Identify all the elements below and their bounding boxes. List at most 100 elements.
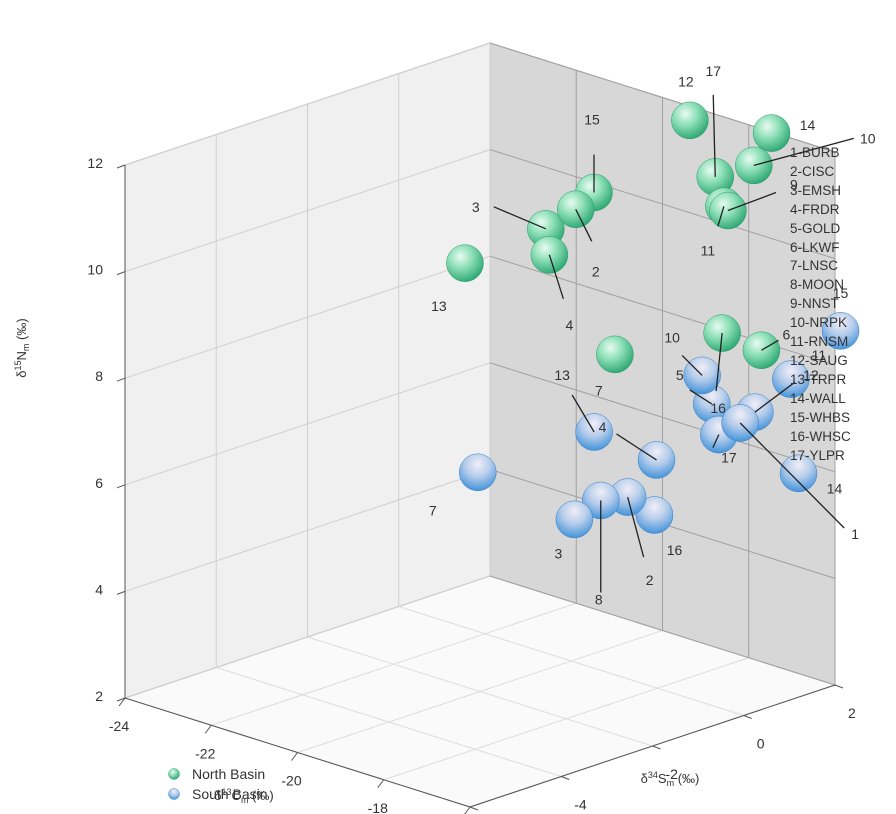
y-axis-title: δ34Sm (‰) xyxy=(641,770,700,788)
floor-gridline-y xyxy=(398,606,744,716)
y-tick-label: -4 xyxy=(574,797,587,813)
z-tick xyxy=(116,697,126,702)
side-gridline-z xyxy=(124,575,491,699)
y-tick-label: 2 xyxy=(848,705,856,721)
point-label: 13 xyxy=(554,367,570,383)
floor-gridline-y xyxy=(307,636,653,747)
x-axis-title-part: C xyxy=(232,788,241,803)
x-tick xyxy=(204,724,212,734)
north-basin-point-7 xyxy=(596,335,634,374)
x-tick xyxy=(291,752,298,761)
south-basin-point-3 xyxy=(555,500,594,539)
y-axis-title-part: m xyxy=(667,778,675,788)
floor-gridline-y xyxy=(216,667,562,777)
legend-label-north: North Basin xyxy=(192,766,266,782)
y-tick-label: 0 xyxy=(757,736,765,752)
site-key-item: 10-NRPK xyxy=(790,315,848,331)
chart-legend: North Basin South Basin xyxy=(168,764,268,804)
legend-item-north: North Basin xyxy=(168,764,268,784)
z-axis-title-part: N xyxy=(14,351,29,360)
point-label: 14 xyxy=(800,117,816,133)
x-axis-title-part: (‰) xyxy=(248,788,273,803)
site-key-item: 17-YLPR xyxy=(790,447,845,463)
z-tick xyxy=(116,484,126,489)
y-tick xyxy=(652,745,661,750)
y-tick xyxy=(834,684,844,689)
z-axis-title-part: δ xyxy=(14,370,29,377)
point-label: 12 xyxy=(803,367,819,383)
chart-annotations: 2346791011121314151617123457810111213141… xyxy=(429,63,876,608)
north-basin-point-13 xyxy=(446,244,484,282)
z-tick-label: 2 xyxy=(95,688,103,704)
x-axis-title: δ13Cm (‰) xyxy=(214,787,273,805)
point-leader-line xyxy=(689,389,713,405)
side-gridline-z xyxy=(124,255,491,379)
point-leader-line xyxy=(712,94,716,177)
z-tick-label: 12 xyxy=(87,155,103,171)
x-tick-label: -18 xyxy=(368,800,388,814)
site-key-item: 12-SAUG xyxy=(790,352,848,368)
side-gridline-z xyxy=(124,149,491,273)
y-tick xyxy=(743,715,752,719)
z-axis-title: δ15Nm (‰) xyxy=(13,318,31,377)
point-leader-line xyxy=(739,422,845,529)
site-key-item: 9-NNST xyxy=(790,296,839,312)
site-key-item: 13-TRPR xyxy=(790,371,847,387)
point-label: 15 xyxy=(833,285,849,301)
point-leader-line xyxy=(575,208,593,242)
point-leader-line xyxy=(616,433,657,461)
point-label: 17 xyxy=(721,450,737,466)
point-label: 14 xyxy=(827,480,843,496)
point-label: 10 xyxy=(860,130,876,146)
side-gridline-z xyxy=(124,42,491,166)
y-tick-label: -2 xyxy=(666,766,679,782)
x-axis-title-part: m xyxy=(241,795,249,805)
side-gridline-z xyxy=(124,362,491,486)
legend-label-south: South Basin xyxy=(192,786,268,802)
point-leader-line xyxy=(681,354,703,376)
point-leader-line xyxy=(717,206,725,227)
point-label: 1 xyxy=(851,526,859,542)
point-leader-line xyxy=(626,496,645,558)
point-label: 16 xyxy=(710,400,726,416)
point-label: 15 xyxy=(584,112,600,128)
point-leader-line xyxy=(754,381,796,413)
site-key-item: 6-LKWF xyxy=(790,239,840,255)
back-gridline-z xyxy=(489,362,836,473)
point-label: 2 xyxy=(646,572,654,588)
point-leader-line xyxy=(715,333,723,392)
point-label: 12 xyxy=(678,73,694,89)
point-label: 2 xyxy=(592,263,600,279)
point-label: 7 xyxy=(595,382,603,398)
site-key-item: 3-EMSH xyxy=(790,182,842,198)
legend-item-south: South Basin xyxy=(168,784,268,804)
z-axis-title-part: (‰) xyxy=(14,318,29,343)
x-tick-label: -20 xyxy=(281,773,301,789)
point-label: 7 xyxy=(429,502,437,518)
z-tick xyxy=(116,164,126,169)
site-key-item: 1-BURB xyxy=(790,145,840,160)
x-tick-label: -22 xyxy=(195,745,215,761)
site-key-item: 2-CISC xyxy=(790,163,835,179)
point-leader-line xyxy=(753,137,854,167)
x-tick xyxy=(118,697,126,707)
point-leader-line xyxy=(571,394,595,433)
site-key-item: 7-LNSC xyxy=(790,258,839,274)
point-label: 11 xyxy=(701,242,716,258)
point-label: 3 xyxy=(554,545,562,561)
point-label: 4 xyxy=(565,317,573,333)
y-axis-title-part: S xyxy=(658,771,667,786)
legend-marker-north xyxy=(168,768,180,780)
y-tick xyxy=(561,776,570,780)
x-tick-label: -24 xyxy=(109,718,129,734)
z-axis-title-part: m xyxy=(21,344,31,352)
z-tick-label: 6 xyxy=(95,475,103,491)
z-tick xyxy=(116,271,126,276)
point-leader-line xyxy=(548,254,564,300)
point-label: 3 xyxy=(472,199,480,215)
point-leader-line xyxy=(712,434,720,448)
site-key-item: 5-GOLD xyxy=(790,220,841,236)
site-key-list: 1-BURB 2-CISC 3-EMSH 4-FRDR 5-GOLD 6-LKWF 7-LN… xyxy=(790,144,851,465)
z-tick-label: 8 xyxy=(95,368,103,384)
